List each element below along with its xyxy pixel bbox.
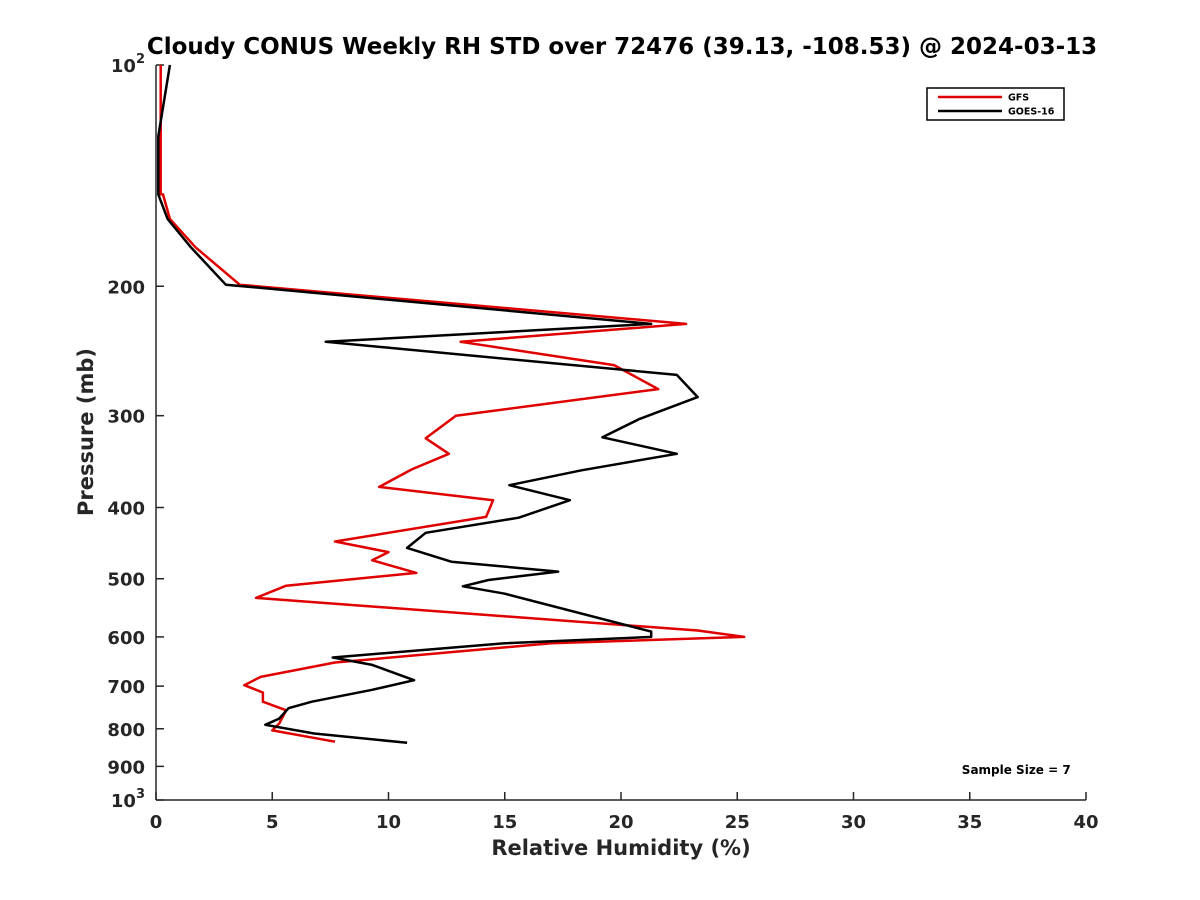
y-tick-label: 400 — [107, 499, 145, 520]
y-tick-label: 900 — [107, 757, 145, 778]
series-line-gfs — [159, 65, 746, 743]
y-tick-label: 300 — [107, 407, 145, 428]
y-tick-base: 10 — [111, 56, 136, 77]
legend: GFS GOES-16 — [926, 87, 1065, 121]
plot-area: 0 5 10 15 20 25 30 35 40 10220030040050060070080… — [107, 52, 1098, 833]
y-tick-exponent: 3 — [136, 787, 145, 802]
y-tick-label: 800 — [107, 720, 145, 741]
x-tick-label: 30 — [841, 812, 866, 833]
x-tick-label: 5 — [266, 812, 279, 833]
y-axis-label: Pressure (mb) — [74, 348, 98, 516]
y-tick-label: 700 — [107, 677, 145, 698]
x-tick-label: 40 — [1073, 812, 1098, 833]
x-tick-label: 35 — [957, 812, 982, 833]
x-tick-label: 0 — [150, 812, 163, 833]
x-ticks: 0 5 10 15 20 25 30 35 40 — [150, 792, 1099, 833]
y-tick-base: 10 — [111, 791, 136, 812]
y-tick-label: 500 — [107, 570, 145, 591]
y-tick-label: 102 — [111, 52, 145, 77]
y-tick-label: 200 — [107, 277, 145, 298]
x-axis-label: Relative Humidity (%) — [491, 836, 750, 860]
chart-title: Cloudy CONUS Weekly RH STD over 72476 (3… — [147, 34, 1097, 60]
legend-label-goes16: GOES-16 — [1008, 107, 1055, 118]
x-tick-label: 25 — [725, 812, 750, 833]
x-tick-label: 15 — [492, 812, 517, 833]
y-tick-label: 600 — [107, 628, 145, 649]
legend-box — [926, 87, 1065, 121]
sample-size-annotation: Sample Size = 7 — [962, 763, 1071, 777]
y-tick-label: 103 — [111, 787, 145, 812]
x-tick-label: 20 — [608, 812, 633, 833]
legend-label-gfs: GFS — [1008, 93, 1029, 104]
y-tick-exponent: 2 — [136, 52, 145, 67]
x-tick-label: 10 — [376, 812, 401, 833]
series-line-goes16 — [157, 64, 699, 745]
series-group — [157, 64, 746, 745]
